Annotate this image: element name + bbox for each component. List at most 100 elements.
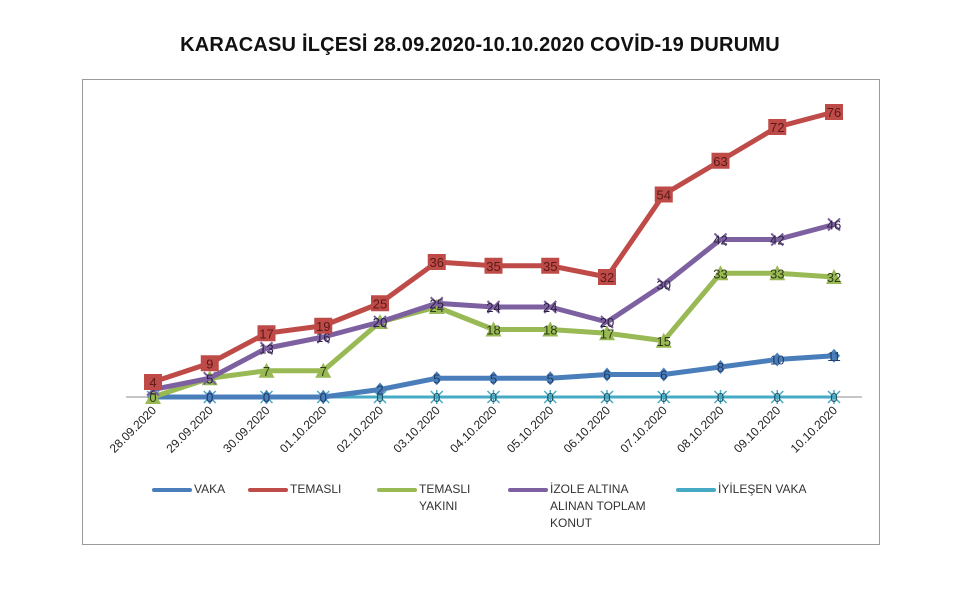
square-marker-icon bbox=[144, 374, 162, 390]
legend-item-iyilesen: İYİLEŞEN VAKA bbox=[676, 481, 848, 498]
square-marker-icon bbox=[371, 295, 389, 312]
data-label: 5 bbox=[206, 371, 213, 386]
square-marker-icon bbox=[598, 269, 616, 285]
x-tick-label: 28.09.2020 bbox=[107, 403, 160, 456]
triangle-marker-icon bbox=[826, 269, 842, 284]
star-marker-icon bbox=[430, 390, 444, 404]
x-tick-label: 29.09.2020 bbox=[164, 403, 217, 456]
diamond-marker-icon bbox=[430, 371, 443, 386]
data-label: 33 bbox=[770, 266, 784, 281]
legend-label: VAKA bbox=[194, 482, 226, 496]
data-label: 4 bbox=[149, 375, 156, 390]
data-label: 8 bbox=[717, 360, 724, 375]
data-label: 19 bbox=[316, 319, 330, 334]
data-label: 24 bbox=[543, 300, 557, 315]
diamond-marker-icon bbox=[374, 382, 386, 397]
data-label: 35 bbox=[543, 259, 557, 274]
legend-label: İZOLE ALTINA ALINAN TOPLAM KONUT bbox=[550, 482, 646, 530]
triangle-marker-icon bbox=[712, 265, 729, 281]
data-label: 0 bbox=[433, 390, 440, 405]
data-label: 0 bbox=[660, 390, 667, 405]
square-marker-icon bbox=[654, 186, 673, 203]
data-label: 0 bbox=[206, 390, 213, 405]
star-marker-icon bbox=[713, 390, 728, 404]
data-label: 0 bbox=[603, 390, 610, 405]
data-label: 0 bbox=[547, 390, 554, 405]
x-tick-label: 08.10.2020 bbox=[674, 403, 727, 456]
diamond-marker-icon bbox=[317, 390, 330, 404]
data-label: 20 bbox=[373, 315, 387, 330]
star-marker-icon bbox=[600, 390, 614, 404]
square-marker-icon bbox=[200, 355, 219, 372]
data-label: 0 bbox=[149, 390, 156, 405]
data-label: 2 bbox=[376, 383, 383, 398]
data-label: 0 bbox=[320, 390, 327, 405]
x-marker-icon bbox=[713, 232, 728, 247]
x-marker-icon bbox=[259, 341, 274, 355]
legend-item-temasli: TEMASLI bbox=[248, 481, 420, 498]
x-tick-label: 05.10.2020 bbox=[504, 403, 557, 456]
star-marker-icon bbox=[827, 390, 841, 404]
legend-line-icon bbox=[248, 488, 288, 492]
data-label: 7 bbox=[263, 364, 270, 379]
diamond-marker-icon bbox=[203, 390, 216, 404]
data-label: 5 bbox=[547, 371, 554, 386]
legend-line-icon bbox=[152, 488, 192, 492]
triangle-marker-icon bbox=[655, 332, 672, 348]
data-label: 5 bbox=[490, 371, 497, 386]
data-label: 0 bbox=[774, 390, 781, 405]
legend-label: TEMASLI YAKINI bbox=[419, 482, 471, 513]
data-label: 13 bbox=[259, 341, 273, 356]
data-label: 33 bbox=[713, 266, 727, 281]
x-marker-icon bbox=[827, 217, 841, 232]
data-label: 54 bbox=[657, 188, 671, 203]
x-marker-icon bbox=[430, 296, 444, 310]
data-label: 7 bbox=[320, 364, 327, 379]
data-label: 36 bbox=[430, 255, 444, 270]
diamond-marker-icon bbox=[487, 371, 500, 386]
data-label: 18 bbox=[486, 323, 500, 338]
diamond-marker-icon bbox=[714, 360, 727, 374]
square-marker-icon bbox=[711, 152, 730, 169]
triangle-marker-icon bbox=[769, 265, 786, 281]
star-marker-icon bbox=[657, 390, 671, 404]
x-marker-icon bbox=[203, 371, 217, 385]
legend-label: İYİLEŞEN VAKA bbox=[718, 482, 807, 496]
square-marker-icon bbox=[768, 119, 787, 135]
data-label: 0 bbox=[376, 390, 383, 405]
chart-title: KARACASU İLÇESİ 28.09.2020-10.10.2020 CO… bbox=[180, 34, 780, 56]
diamond-marker-icon bbox=[601, 367, 613, 382]
square-marker-icon bbox=[314, 317, 333, 334]
triangle-marker-icon bbox=[599, 325, 615, 341]
diamond-marker-icon bbox=[260, 390, 273, 404]
data-label: 20 bbox=[600, 315, 614, 330]
data-label: 0 bbox=[717, 390, 724, 405]
data-label: 42 bbox=[713, 233, 727, 248]
data-label: 15 bbox=[657, 334, 671, 349]
x-tick-label: 09.10.2020 bbox=[731, 403, 784, 456]
x-tick-label: 10.10.2020 bbox=[788, 403, 841, 456]
x-marker-icon bbox=[543, 300, 557, 314]
diamond-marker-icon bbox=[657, 367, 670, 382]
legend-label: TEMASLI bbox=[290, 482, 342, 496]
diamond-marker-icon bbox=[828, 348, 840, 363]
data-label: 35 bbox=[486, 259, 500, 274]
x-marker-icon bbox=[600, 315, 614, 329]
x-tick-label: 07.10.2020 bbox=[618, 403, 671, 456]
diamond-marker-icon bbox=[771, 352, 784, 367]
x-marker-icon bbox=[657, 277, 671, 292]
legend-item-vaka: VAKA bbox=[152, 481, 324, 498]
x-tick-label: 03.10.2020 bbox=[391, 403, 444, 456]
star-marker-icon bbox=[770, 390, 784, 404]
data-label: 18 bbox=[543, 323, 557, 338]
legend-line-icon bbox=[676, 488, 716, 492]
x-tick-label: 02.10.2020 bbox=[334, 403, 387, 456]
triangle-marker-icon bbox=[145, 389, 161, 404]
data-label: 10 bbox=[770, 353, 784, 368]
star-marker-icon bbox=[486, 390, 501, 404]
data-label: 5 bbox=[433, 371, 440, 386]
diamond-marker-icon bbox=[544, 371, 557, 386]
